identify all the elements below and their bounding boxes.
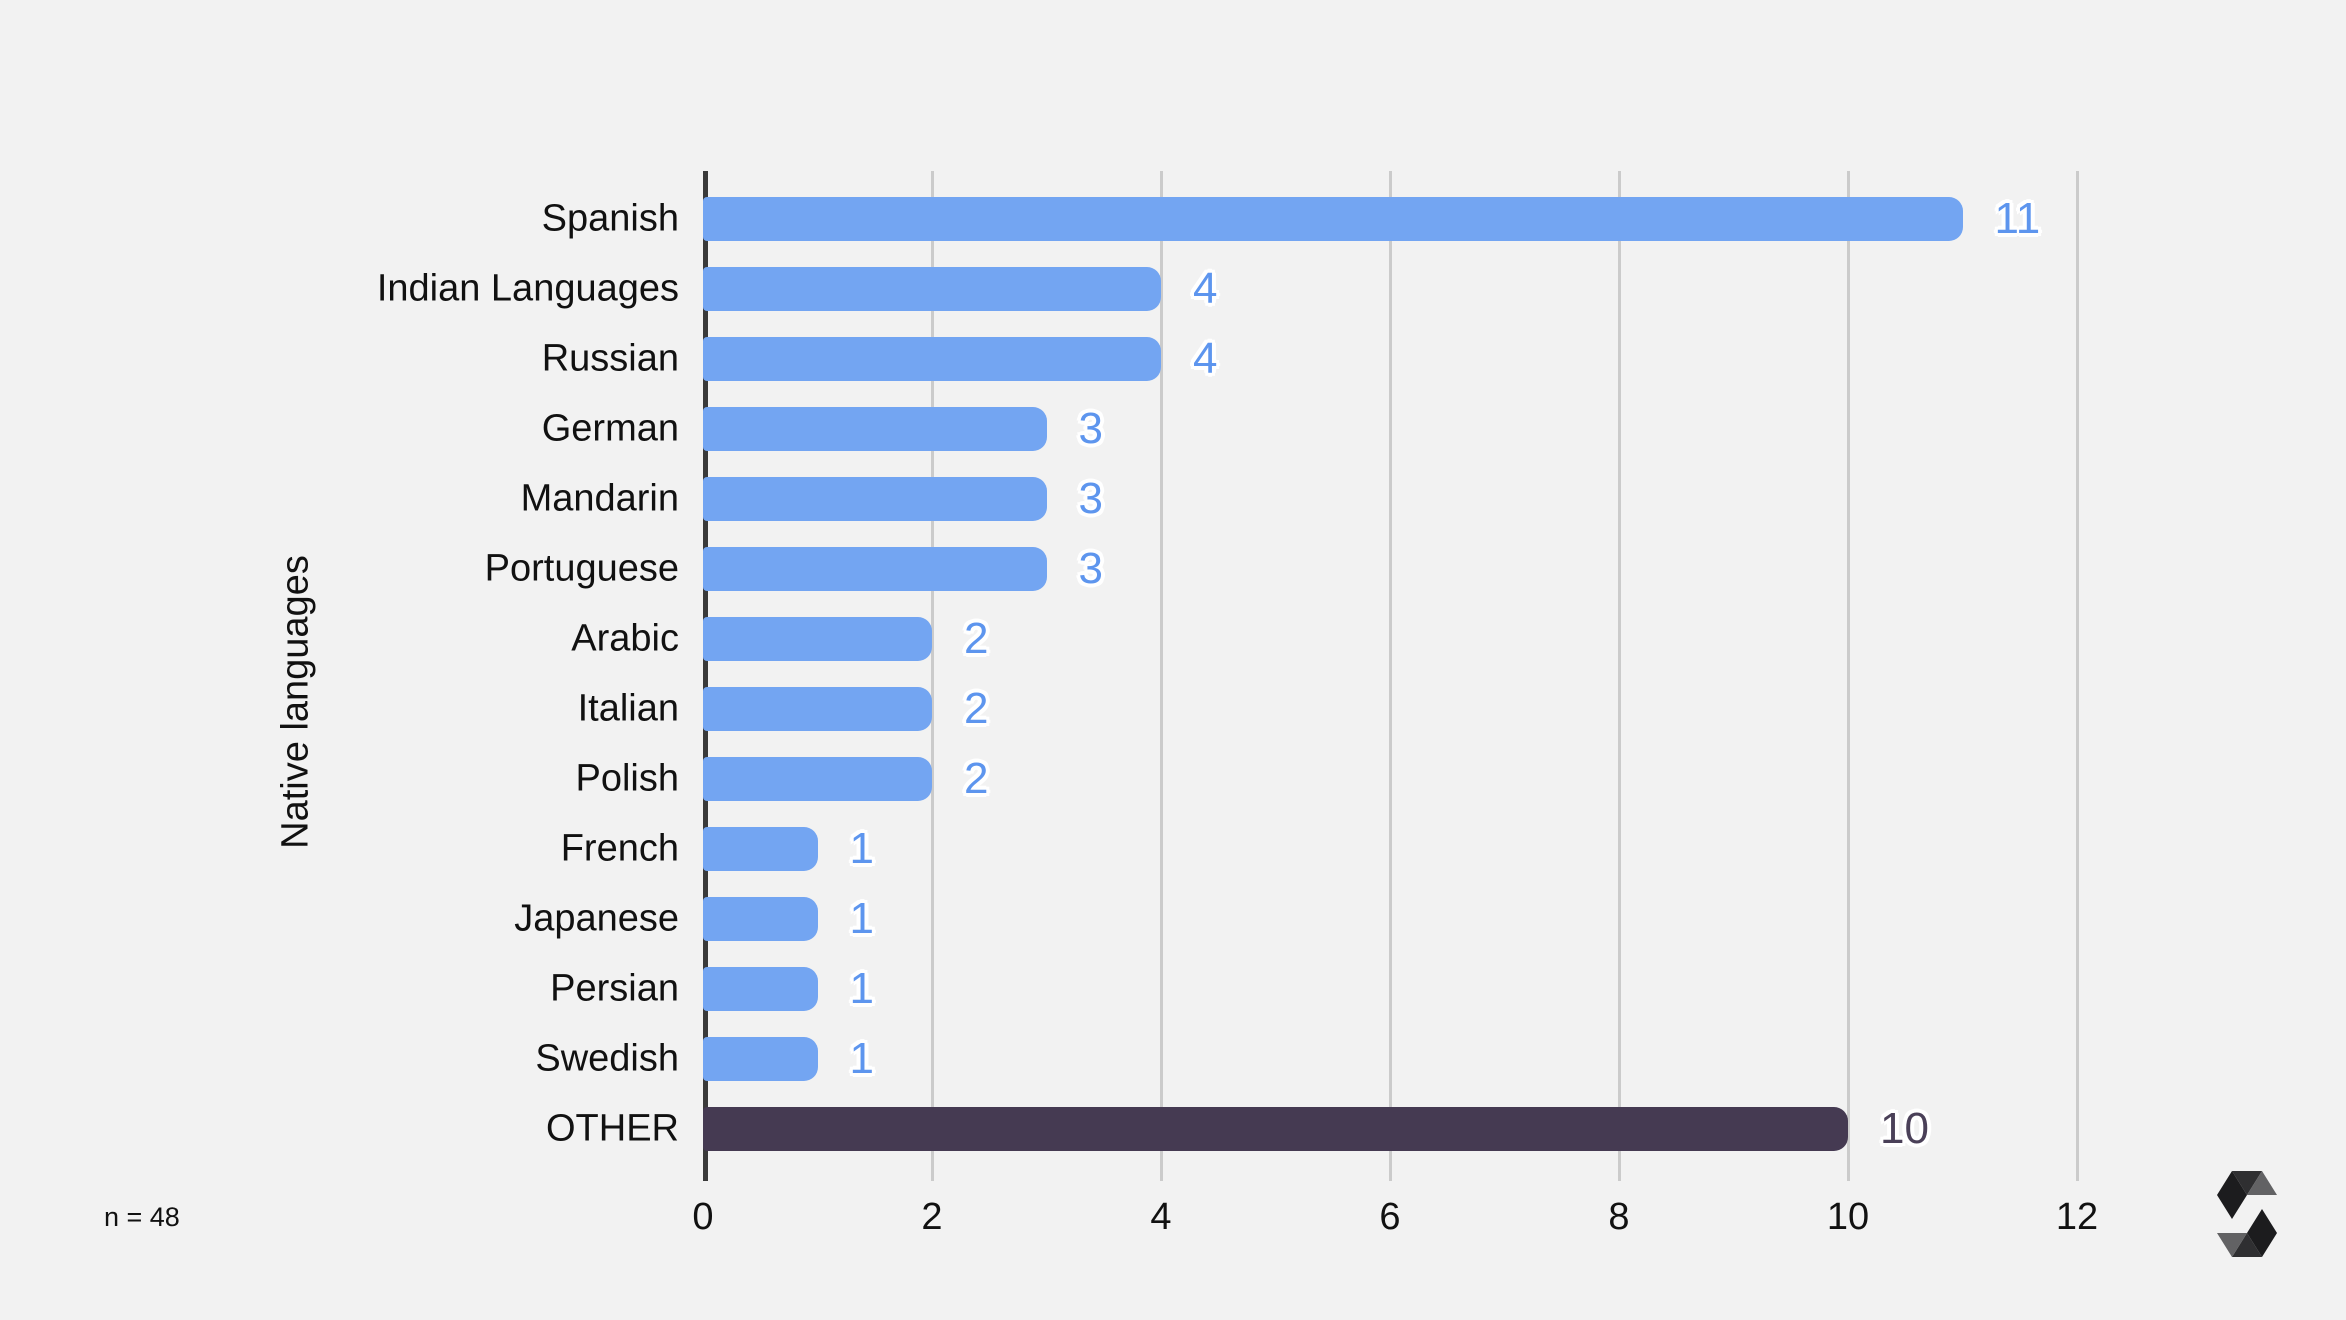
bar-row-persian: Persian 1 <box>550 954 2077 1024</box>
value-label: 3 <box>1078 404 1103 453</box>
bar-row-polish: Polish 2 <box>576 744 2077 814</box>
value-label: 2 <box>964 684 989 733</box>
bar-row-arabic: Arabic 2 <box>571 604 2077 674</box>
bar-row-german: German 3 <box>542 394 2077 464</box>
category-label: Persian <box>550 967 679 1010</box>
bar-row-french: French 1 <box>561 814 2077 884</box>
value-label: 3 <box>1078 544 1103 593</box>
value-label: 4 <box>1193 264 1218 313</box>
bar <box>703 197 1963 241</box>
bar-row-spanish: Spanish 11 <box>542 184 2077 254</box>
bar <box>703 687 932 731</box>
bar <box>703 1037 818 1081</box>
bar-row-other: OTHER 10 <box>546 1094 2077 1164</box>
gridline-x-6 <box>1389 171 1392 1181</box>
bar <box>703 897 818 941</box>
x-tick-label-6: 6 <box>1379 1196 1401 1238</box>
category-label: Portuguese <box>484 547 679 590</box>
gridline-x-10 <box>1847 171 1850 1181</box>
gridline-x-8 <box>1618 171 1621 1181</box>
value-label: 1 <box>849 894 874 943</box>
category-label: OTHER <box>546 1107 679 1150</box>
category-label: Japanese <box>514 897 679 940</box>
value-label: 1 <box>849 1034 874 1083</box>
value-label: 1 <box>849 964 874 1013</box>
bar <box>703 1107 1848 1151</box>
bar-row-swedish: Swedish 1 <box>535 1024 2077 1094</box>
x-tick-label-8: 8 <box>1608 1196 1630 1238</box>
value-label: 10 <box>1880 1104 1929 1153</box>
bar <box>703 477 1047 521</box>
bar <box>703 267 1161 311</box>
bar-row-indian-languages: Indian Languages 4 <box>377 254 2077 324</box>
slido-s-logo-icon <box>2217 1171 2277 1257</box>
category-label: French <box>560 827 679 870</box>
bar-row-portuguese: Portuguese 3 <box>485 534 2077 604</box>
plot-area: Spanish 11 Indian Languages 4 Russian 4 German… <box>377 171 2079 1181</box>
value-label: 1 <box>849 824 874 873</box>
bar <box>703 617 932 661</box>
bar <box>703 337 1161 381</box>
x-tick-label-10: 10 <box>1826 1196 1870 1238</box>
gridline-x-12 <box>2076 171 2079 1181</box>
sample-size-note: n = 48 <box>104 1202 180 1232</box>
category-label: Italian <box>577 687 679 730</box>
bar-row-japanese: Japanese 1 <box>514 884 2077 954</box>
category-label: Swedish <box>535 1037 679 1080</box>
gridline-x-4 <box>1160 171 1163 1181</box>
value-label: 3 <box>1078 474 1103 523</box>
value-label: 2 <box>964 754 989 803</box>
category-label: Russian <box>541 337 679 380</box>
x-tick-label-2: 2 <box>921 1196 943 1238</box>
category-label: Mandarin <box>520 477 679 520</box>
gridline-x-2 <box>931 171 934 1181</box>
x-tick-label-4: 4 <box>1150 1196 1172 1238</box>
value-label: 4 <box>1193 334 1218 383</box>
bar-row-italian: Italian 2 <box>578 674 2077 744</box>
x-tick-label-0: 0 <box>692 1196 714 1238</box>
bar-row-mandarin: Mandarin 3 <box>521 464 2077 534</box>
category-label: Spanish <box>541 197 679 240</box>
bar <box>703 547 1047 591</box>
category-label: German <box>541 407 679 450</box>
category-label: Polish <box>575 757 680 800</box>
x-tick-label-12: 12 <box>2055 1196 2099 1238</box>
y-axis-title: Native languages <box>274 555 317 849</box>
bar <box>703 407 1047 451</box>
category-label: Indian Languages <box>376 267 679 310</box>
category-label: Arabic <box>571 617 679 660</box>
value-label: 2 <box>964 614 989 663</box>
bar <box>703 967 818 1011</box>
value-label: 11 <box>1994 194 2041 243</box>
y-axis-baseline <box>703 171 708 1181</box>
bar-row-russian: Russian 4 <box>542 324 2077 394</box>
bar <box>703 827 818 871</box>
bar <box>703 757 932 801</box>
